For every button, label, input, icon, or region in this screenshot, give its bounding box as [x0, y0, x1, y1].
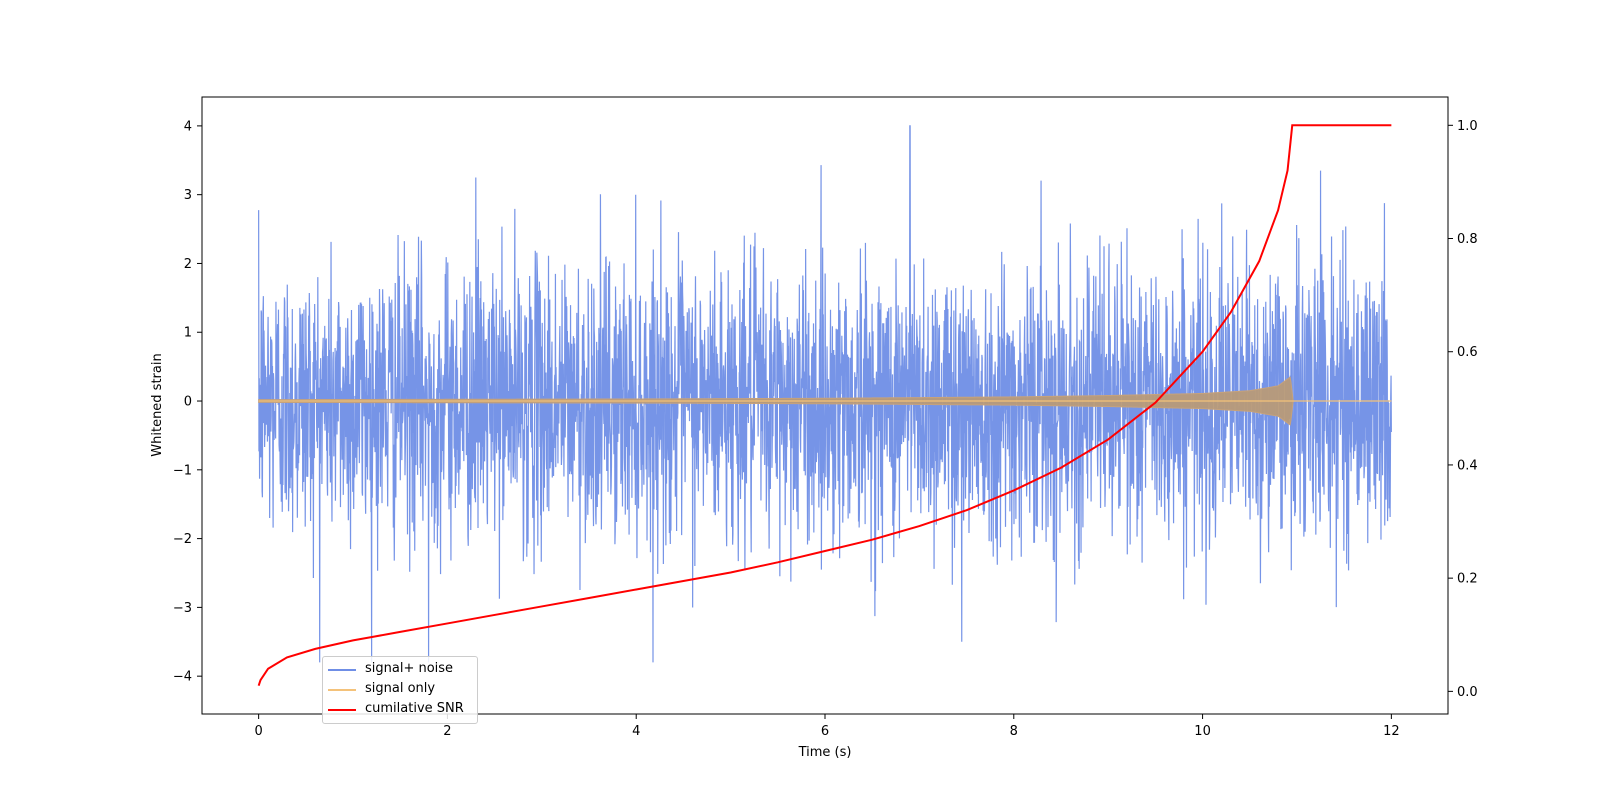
y2-tick-label: 0.4 [1457, 458, 1478, 473]
y-tick-label: 3 [184, 188, 192, 203]
y-tick-label: −1 [173, 463, 192, 478]
series-signal-noise-line [258, 125, 1392, 663]
x-tick-label: 4 [632, 724, 640, 739]
y-tick-label: 0 [184, 395, 192, 410]
x-axis: 0 2 4 6 8 10 12 [254, 714, 1400, 739]
y-tick-label: −3 [173, 601, 192, 616]
legend-label-signal-noise: signal+ noise [365, 661, 454, 676]
y2-tick-label: 0.0 [1457, 685, 1478, 700]
plot-area [257, 124, 1392, 687]
x-tick-label: 12 [1383, 724, 1400, 739]
x-tick-label: 6 [821, 724, 829, 739]
x-tick-label: 10 [1194, 724, 1211, 739]
y-tick-label: −4 [173, 670, 192, 685]
y2-tick-label: 1.0 [1457, 119, 1478, 134]
y-axis-left: −4 −3 −2 −1 0 1 2 3 4 [173, 119, 202, 685]
y-tick-label: 2 [184, 257, 192, 272]
x-tick-label: 2 [443, 724, 451, 739]
legend-item-signal-only: signal only [323, 680, 477, 700]
legend-swatch-signal-noise [328, 669, 356, 671]
x-tick-label: 8 [1010, 724, 1018, 739]
legend: signal+ noise signal only cumilative SNR [322, 656, 478, 724]
legend-label-cumilative-snr: cumilative SNR [365, 701, 464, 716]
legend-item-cumilative-snr: cumilative SNR [323, 700, 477, 720]
y2-tick-label: 0.8 [1457, 232, 1478, 247]
y2-tick-label: 0.6 [1457, 345, 1478, 360]
y-axis-label: Whitened strain [150, 353, 165, 456]
legend-swatch-signal-only [328, 689, 356, 691]
y-tick-label: 1 [184, 326, 192, 341]
legend-swatch-cumilative-snr [328, 709, 356, 711]
y-axis-right: 0.0 0.2 0.4 0.6 0.8 1.0 [1448, 119, 1478, 700]
x-axis-label: Time (s) [798, 745, 852, 760]
y-tick-label: 4 [184, 119, 192, 134]
series-cumilative-snr-line [257, 124, 1392, 687]
y2-tick-label: 0.2 [1457, 572, 1478, 587]
x-tick-label: 0 [254, 724, 262, 739]
legend-label-signal-only: signal only [365, 681, 436, 696]
y-tick-label: −2 [173, 532, 192, 547]
legend-item-signal-noise: signal+ noise [323, 660, 477, 680]
